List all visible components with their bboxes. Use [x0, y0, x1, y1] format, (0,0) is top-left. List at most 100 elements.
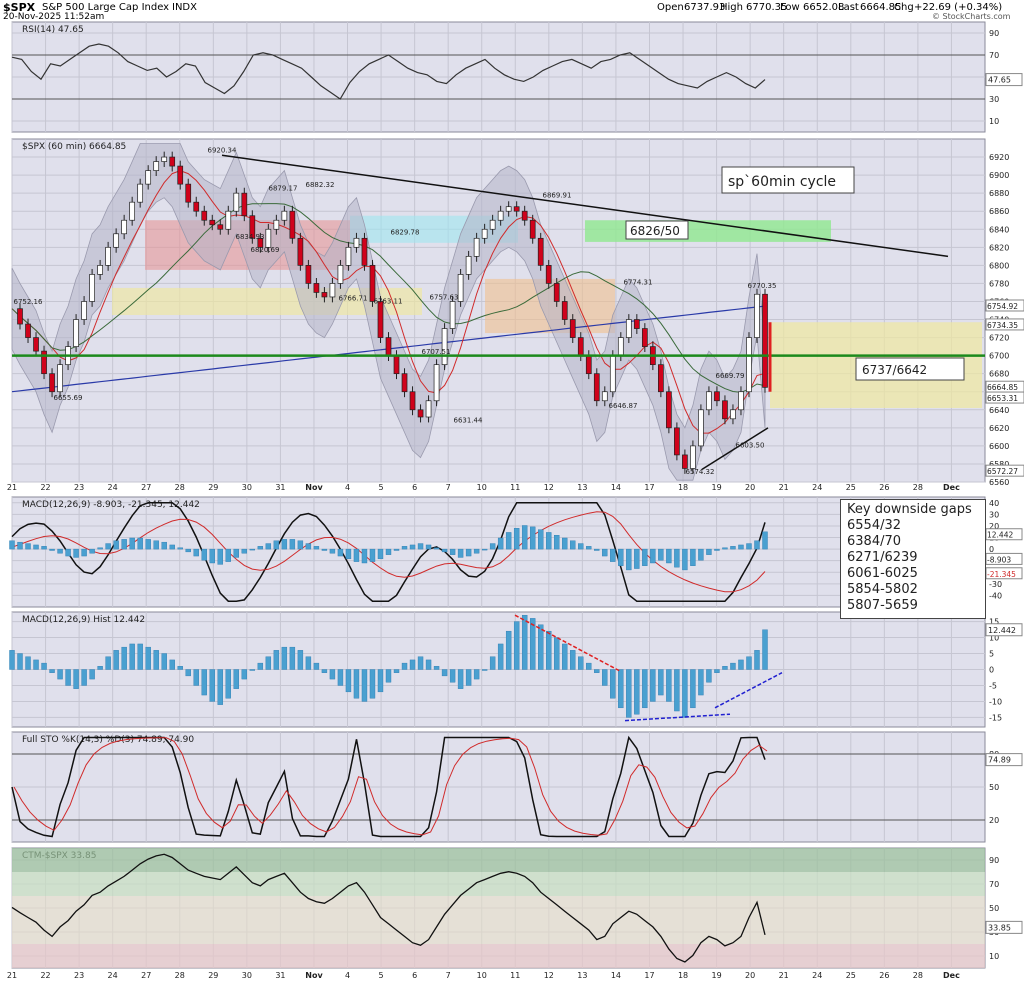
last-value-tag [985, 623, 1023, 637]
hist-bar [97, 666, 103, 670]
panel-macd [11, 496, 986, 608]
price-annotation: 6574.32 [686, 468, 715, 476]
macd-hist-bar [409, 544, 416, 550]
x-tick-label: 17 [644, 971, 654, 980]
hist-bar [257, 662, 264, 670]
macd-hist-bar [305, 543, 312, 550]
y-tick-label: 6880 [989, 189, 1009, 198]
x-tick-label: 4 [345, 971, 350, 980]
macd-hist-bar [425, 544, 432, 550]
hist-bar [594, 669, 600, 673]
y-tick-label: 20 [989, 522, 999, 531]
candle-body [81, 301, 87, 320]
macd-hist-bar [401, 546, 408, 550]
macd-hist-bar [249, 548, 256, 551]
candle-body [625, 319, 632, 338]
x-tick-label: 29 [208, 483, 218, 492]
hist-bar [369, 669, 376, 699]
candle-body [529, 219, 536, 239]
macd-hist-bar [417, 543, 424, 550]
hist-bar [313, 662, 320, 670]
hist-bar [722, 666, 728, 670]
downside-gaps-box: Key downside gaps 6554/32 6384/70 6271/6… [840, 499, 986, 619]
hist-bar [249, 669, 256, 671]
x-tick-label: 5 [379, 483, 384, 492]
candle-body [457, 274, 464, 302]
macd-hist-bar [441, 548, 448, 553]
macd-hist-bar [161, 541, 167, 550]
macd-hist-bar [618, 548, 624, 566]
hist-bar [586, 662, 592, 670]
candle-body [137, 183, 144, 203]
candle-body [577, 337, 584, 356]
macd-hist-bar [233, 548, 239, 558]
x-tick-label: 21 [7, 483, 17, 492]
y-tick-label: 0 [989, 666, 994, 675]
hist-bar [361, 669, 368, 702]
hist-bar [145, 646, 151, 670]
macd-hist-bar [369, 548, 376, 562]
y-tick-label: 6860 [989, 207, 1009, 216]
y-tick-label: 15 [989, 618, 999, 627]
candle-body [281, 210, 288, 221]
y-tick-label: 6720 [989, 334, 1009, 343]
candle-body [113, 233, 119, 248]
macd-hist-bar [546, 532, 552, 550]
low-label: Low [780, 2, 800, 13]
macd-hist-bar [33, 544, 39, 550]
x-tick-label: 29 [208, 971, 218, 980]
candle-body [714, 391, 720, 402]
x-tick-label: 27 [141, 971, 151, 980]
ma50-line [11, 203, 766, 393]
macd-hist-bar [105, 543, 111, 550]
x-tick-label: 14 [611, 971, 621, 980]
macd-hist-bar [610, 548, 616, 562]
candle-body [385, 337, 392, 356]
hist-bar [602, 669, 608, 686]
hist-bar [497, 643, 504, 670]
hist-bar [305, 656, 312, 670]
panel-title-macd: MACD(12,26,9) -8.903, -21.345, 12.442 [22, 500, 200, 510]
y-tick-label: 90 [989, 29, 999, 38]
ctm-zone-mid [12, 872, 985, 896]
x-tick-label: 28 [913, 971, 923, 980]
hist-bar [554, 637, 560, 670]
macd-hist-bar [217, 548, 223, 565]
candle-body [305, 265, 312, 284]
candle-body [33, 337, 39, 352]
hist-bar [321, 669, 328, 673]
x-tick-label: 24 [108, 483, 118, 492]
price-annotation: 6707.51 [422, 348, 451, 356]
y-tick-label: 50 [989, 904, 999, 913]
x-tick-label: Nov [305, 483, 323, 492]
macd-hist-bar [153, 540, 159, 550]
hist-bar [41, 662, 47, 670]
hist-bar [113, 650, 119, 670]
x-tick-label: 24 [108, 971, 118, 980]
hist-bar [505, 630, 512, 670]
y-tick-label: 6780 [989, 279, 1009, 288]
x-tick-label: 13 [577, 483, 587, 492]
y-tick-label: 0 [989, 545, 994, 554]
macd-hist-bar [241, 548, 248, 554]
candle-body [569, 319, 576, 338]
last-value-tag [985, 753, 1023, 767]
panel-title-price: $SPX (60 min) 6664.85 [22, 142, 126, 152]
candle-body [746, 337, 752, 393]
chart-header: $SPX S&P 500 Large Cap Index INDX 20-Nov… [0, 0, 1024, 22]
x-tick-label: 22 [40, 483, 50, 492]
macd-hist-bar [481, 548, 488, 551]
macd-tag-label: -21.345 [987, 570, 1016, 579]
price-annotation: 6766.71 [339, 295, 368, 303]
macd-hist-bar [586, 546, 592, 550]
hist-bar [65, 669, 71, 686]
hist-bar [137, 643, 143, 670]
x-tick-label: 19 [711, 971, 721, 980]
x-tick-label: Dec [943, 971, 960, 980]
downside-gaps-title: Key downside gaps [847, 502, 972, 517]
candle-body [513, 206, 520, 212]
candle-body [17, 308, 23, 325]
hist-bar [489, 656, 496, 670]
candle-body [537, 237, 544, 266]
macd-hist-bar [521, 525, 528, 550]
